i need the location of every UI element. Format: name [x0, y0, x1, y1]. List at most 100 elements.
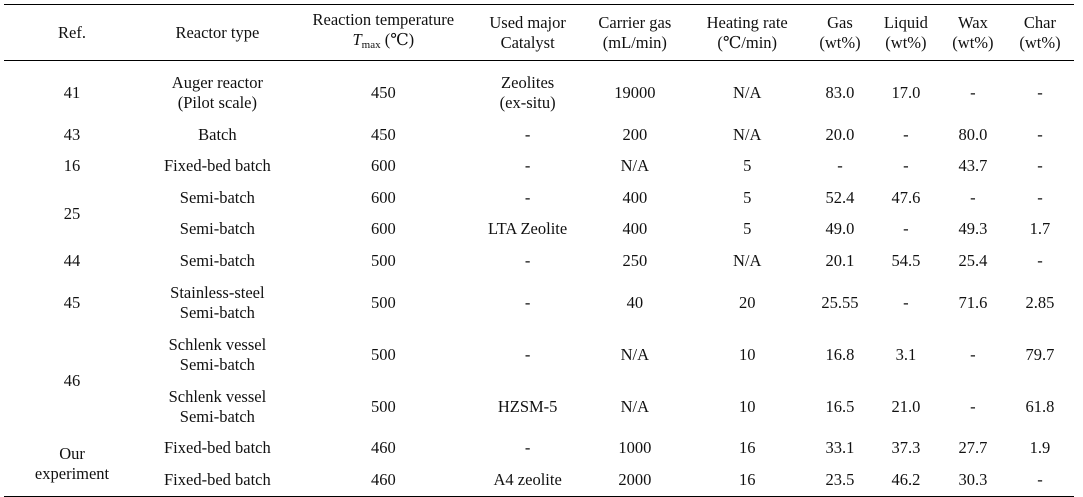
liquid-cell: 21.0: [891, 396, 921, 416]
ref-cell: 25: [63, 203, 81, 223]
table-row: 44 Semi-batch 500 - 250 N/A 20.1 54.5 25…: [4, 245, 1074, 277]
table-row: Fixed-bed batch 460 A4 zeolite 2000 16 2…: [4, 464, 1074, 497]
wax-cell: -: [970, 396, 976, 416]
header-catalyst: Used major Catalyst: [471, 4, 584, 61]
temp-cell: 500: [370, 250, 396, 270]
wax-cell: 49.3: [958, 219, 988, 239]
catalyst-cell: A4 zeolite: [471, 464, 584, 497]
char-cell: -: [1037, 250, 1043, 270]
heating-cell: 10: [738, 344, 756, 364]
comparison-table: Ref. Reactor type Reaction temperature T…: [4, 4, 1074, 497]
char-cell: -: [1037, 156, 1043, 176]
reactor-cell: Semi-batch: [179, 250, 255, 270]
liquid-cell: -: [903, 156, 909, 176]
gas-cell: 25.55: [821, 292, 859, 312]
header-wax: Wax (wt%): [939, 4, 1006, 61]
temp-cell: 600: [370, 219, 396, 239]
gas-cell: 83.0: [825, 83, 855, 102]
reactor-cell: Batch: [198, 124, 237, 144]
liquid-cell: 46.2: [871, 464, 940, 497]
heating-cell: 20: [738, 292, 756, 312]
catalyst-cell: Zeolites (ex-situ): [499, 73, 556, 112]
table-row: 25 Semi-batch 600 - 400 5 52.4 47.6 - -: [4, 182, 1074, 223]
heating-cell: N/A: [732, 250, 762, 270]
char-cell: 1.9: [1029, 438, 1051, 458]
catalyst-cell: LTA Zeolite: [488, 219, 568, 239]
header-row: Ref. Reactor type Reaction temperature T…: [4, 4, 1074, 61]
temp-unit: (℃): [384, 30, 415, 49]
carrier-cell: 2000: [583, 464, 687, 497]
reactor-cell: Stainless-steel Semi-batch: [170, 282, 265, 322]
heating-cell: 5: [743, 187, 752, 207]
char-cell: 61.8: [1025, 396, 1055, 416]
header-liquid: Liquid (wt%): [871, 4, 940, 61]
char-cell: -: [1005, 464, 1074, 497]
gas-cell: 52.4: [825, 187, 855, 207]
wax-cell: 71.6: [958, 292, 988, 312]
temp-cell: 450: [370, 83, 396, 102]
carrier-cell: 400: [622, 219, 648, 239]
temp-cell: 460: [370, 438, 396, 458]
reactor-cell: Semi-batch: [179, 187, 255, 207]
temp-cell: 500: [370, 344, 396, 364]
header-ref: Ref.: [4, 4, 141, 61]
header-reactor-type: Reactor type: [140, 4, 295, 61]
carrier-cell: 40: [626, 292, 644, 312]
heating-cell: 5: [743, 219, 752, 239]
wax-cell: 27.7: [958, 438, 988, 458]
char-cell: -: [1037, 187, 1043, 207]
table-row: 45 Stainless-steel Semi-batch 500 - 40 20…: [4, 277, 1074, 329]
char-cell: -: [1037, 124, 1043, 144]
header-reaction-temperature: Reaction temperature Tmax (℃): [294, 4, 472, 61]
table-row: 41 Auger reactor (Pilot scale) 450 Zeolit…: [4, 61, 1074, 120]
temp-cell: 600: [370, 187, 396, 207]
reactor-cell: Fixed-bed batch: [140, 464, 295, 497]
header-gas: Gas (wt%): [808, 4, 872, 61]
liquid-cell: 3.1: [895, 344, 917, 364]
carrier-cell: N/A: [620, 156, 650, 176]
char-cell: 2.85: [1025, 292, 1055, 312]
table-row: Our experiment Fixed-bed batch 460 - 1000…: [4, 432, 1074, 497]
catalyst-cell: -: [524, 250, 531, 270]
liquid-cell: 47.6: [891, 187, 921, 207]
ref-cell: 46: [63, 370, 81, 390]
wax-cell: 43.7: [958, 156, 988, 176]
temp-cell: 460: [294, 464, 472, 497]
heating-cell: N/A: [732, 124, 762, 144]
liquid-cell: -: [903, 124, 909, 144]
carrier-cell: 400: [622, 187, 648, 207]
liquid-cell: -: [903, 219, 909, 239]
table-row: 43 Batch 450 - 200 N/A 20.0 - 80.0 -: [4, 119, 1074, 151]
gas-cell: 16.5: [825, 396, 855, 416]
carrier-cell: N/A: [620, 344, 650, 364]
ref-cell: 41: [63, 83, 81, 102]
wax-cell: 30.3: [939, 464, 1006, 497]
ref-cell: 44: [63, 250, 81, 270]
table-row: 16 Fixed-bed batch 600 - N/A 5 - - 43.7 …: [4, 151, 1074, 183]
carrier-cell: 200: [622, 124, 648, 144]
heating-cell: 5: [743, 156, 752, 176]
reactor-cell: Schlenk vessel Semi-batch: [168, 334, 267, 374]
temp-cell: 500: [370, 396, 396, 416]
header-carrier-gas: Carrier gas (mL/min): [583, 4, 687, 61]
heating-cell: 16: [738, 438, 756, 458]
catalyst-cell: -: [524, 124, 531, 144]
gas-cell: 16.8: [825, 344, 855, 364]
catalyst-cell: -: [524, 292, 531, 312]
liquid-cell: 37.3: [891, 438, 921, 458]
liquid-cell: 17.0: [891, 83, 921, 102]
char-cell: -: [1037, 83, 1043, 102]
ref-cell: 16: [63, 156, 81, 176]
carrier-cell: 19000: [614, 83, 656, 102]
temp-subscript: max: [361, 39, 381, 51]
table-row: Semi-batch 600 LTA Zeolite 400 5 49.0 - …: [4, 214, 1074, 246]
temp-cell: 450: [370, 124, 396, 144]
wax-cell: 80.0: [958, 124, 988, 144]
reactor-cell: Schlenk vessel Semi-batch: [168, 386, 267, 426]
table-row: 46 Schlenk vessel Semi-batch 500 - N/A 10…: [4, 329, 1074, 390]
gas-cell: 20.0: [825, 124, 855, 144]
reactor-cell: Fixed-bed batch: [163, 438, 271, 458]
wax-cell: -: [970, 83, 976, 102]
header-char: Char (wt%): [1005, 4, 1074, 61]
ref-cell-ours: Our experiment: [4, 432, 141, 497]
